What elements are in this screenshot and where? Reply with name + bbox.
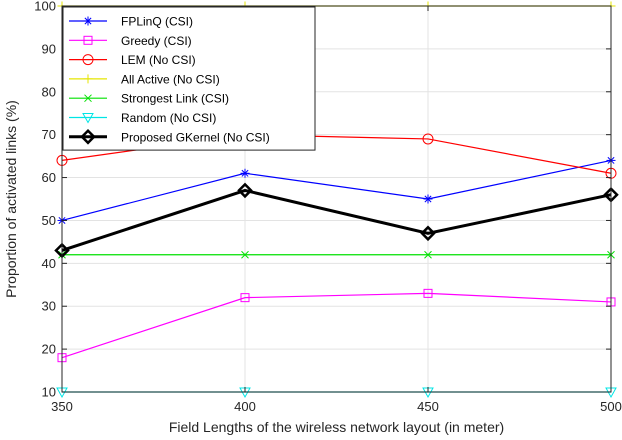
data-point xyxy=(240,168,250,178)
plot-frame xyxy=(61,5,612,393)
legend-label: Strongest Link (CSI) xyxy=(121,92,229,106)
legend-entry: FPLinQ (CSI) xyxy=(69,15,193,29)
y-tick-label: 70 xyxy=(42,127,56,142)
y-tick-label: 40 xyxy=(42,256,56,271)
y-tick-label: 90 xyxy=(42,41,56,56)
x-axis-label: Field Lengths of the wireless network la… xyxy=(169,419,504,435)
y-tick-label: 50 xyxy=(42,213,56,228)
legend-label: All Active (No CSI) xyxy=(121,72,220,86)
legend: FPLinQ (CSI) Greedy (CSI) LEM (No CSI) All … xyxy=(62,6,316,151)
legend-entry: LEM (No CSI) xyxy=(69,53,196,67)
y-axis-label: Proportion of activated links (%) xyxy=(3,100,19,298)
legend-marker xyxy=(80,129,96,145)
legend-marker xyxy=(83,35,93,45)
legend-marker xyxy=(84,94,92,103)
legend-entry: Strongest Link (CSI) xyxy=(69,92,229,106)
series-0 xyxy=(57,155,616,225)
x-tick-label: 450 xyxy=(417,399,439,414)
series-4 xyxy=(58,250,615,259)
legend-marker xyxy=(83,16,93,26)
legend-marker xyxy=(83,74,93,84)
legend-label: FPLinQ (CSI) xyxy=(121,15,193,29)
legend-entry: Proposed GKernel (No CSI) xyxy=(69,129,270,145)
data-point xyxy=(423,288,433,298)
y-tick-label: 30 xyxy=(42,299,56,314)
y-tick-label: 80 xyxy=(42,84,56,99)
x-tick-label: 400 xyxy=(234,399,256,414)
legend-entry: Random (No CSI) xyxy=(69,111,216,125)
data-point xyxy=(422,133,434,145)
legend-label: LEM (No CSI) xyxy=(121,53,196,67)
legend-label: Greedy (CSI) xyxy=(121,34,192,48)
series-line xyxy=(61,292,612,359)
series-line xyxy=(61,188,612,252)
data-point xyxy=(424,250,432,259)
legend-label: Proposed GKernel (No CSI) xyxy=(121,130,270,144)
legend-marker xyxy=(82,54,94,66)
x-tick-label: 500 xyxy=(600,399,622,414)
legend-entry: All Active (No CSI) xyxy=(69,72,220,86)
data-point xyxy=(240,293,250,303)
x-tick-label: 350 xyxy=(51,399,73,414)
series-1 xyxy=(57,288,616,363)
y-tick-label: 60 xyxy=(42,170,56,185)
data-point xyxy=(420,225,436,242)
axis-ticks: 350 400 450 500 10 20 30 40 50 60 70 80 90 100 xyxy=(34,0,622,414)
y-tick-label: 20 xyxy=(42,342,56,357)
data-point xyxy=(241,250,249,259)
legend-marker xyxy=(82,113,94,124)
y-tick-label: 100 xyxy=(34,0,56,14)
data-point xyxy=(423,194,433,204)
legend-label: Random (No CSI) xyxy=(121,111,216,125)
legend-entry: Greedy (CSI) xyxy=(69,34,192,48)
series-line xyxy=(61,159,612,222)
data-point xyxy=(237,182,253,199)
y-tick-label: 10 xyxy=(42,385,56,400)
